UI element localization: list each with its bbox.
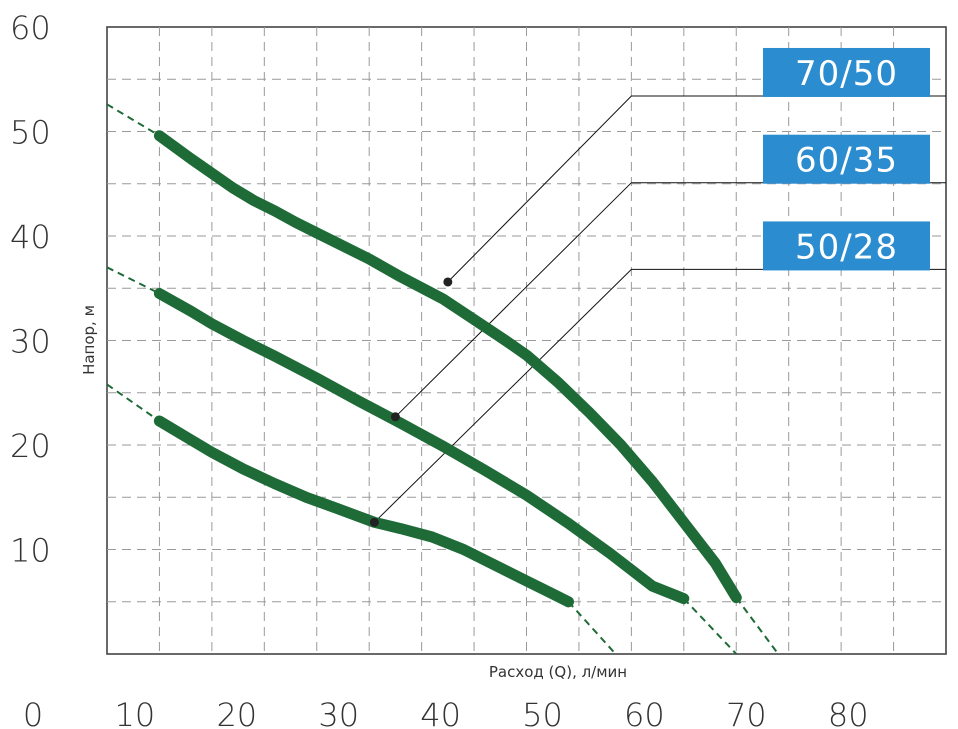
y-tick-label: 40 xyxy=(10,218,51,256)
series-label-box-70-50 xyxy=(763,47,930,97)
series-label-box-50-28 xyxy=(763,221,930,271)
y-tick-label: 50 xyxy=(10,114,51,152)
marker-70-50 xyxy=(443,277,453,287)
x-axis-title: Расход (Q), л/мин xyxy=(489,663,627,681)
marker-50-28 xyxy=(369,517,379,527)
series-label-70-50: 70/50 xyxy=(795,54,898,94)
extrapolation-end-60-35 xyxy=(683,597,738,655)
y-tick-label: 20 xyxy=(10,427,51,465)
x-tick-labels: 0 10 20 30 40 50 60 70 80 xyxy=(23,696,869,729)
series-label-box-60-35 xyxy=(763,134,930,184)
y-tick-labels: 10 20 30 40 50 60 xyxy=(10,9,51,570)
extrapolation-lines xyxy=(106,103,780,655)
x-tick-label: 70 xyxy=(726,696,767,729)
y-tick-label: 10 xyxy=(10,532,51,570)
series-labels: 70/50 60/35 50/28 xyxy=(763,47,930,271)
x-tick-label: 20 xyxy=(216,696,257,729)
x-tick-label: 40 xyxy=(420,696,461,729)
x-tick-label: 80 xyxy=(828,696,869,729)
series-label-50-28: 50/28 xyxy=(795,227,898,267)
curve-60-35 xyxy=(153,288,690,605)
x-tick-label: 50 xyxy=(522,696,563,729)
series-label-60-35: 60/35 xyxy=(795,141,898,181)
x-tick-label: 0 xyxy=(23,696,43,729)
operating-point-markers xyxy=(369,277,453,527)
extrapolation-start-60-35 xyxy=(106,266,160,295)
y-tick-label: 60 xyxy=(10,9,51,47)
y-axis-title: Напор, м xyxy=(80,305,98,375)
y-tick-label: 30 xyxy=(10,323,51,361)
curve-70-50 xyxy=(153,130,742,604)
extrapolation-start-50-28 xyxy=(106,383,160,422)
x-tick-label: 60 xyxy=(624,696,665,729)
x-tick-label: 10 xyxy=(115,696,156,729)
extrapolation-start-70-50 xyxy=(106,103,160,137)
marker-60-35 xyxy=(390,412,400,422)
x-tick-label: 30 xyxy=(318,696,359,729)
